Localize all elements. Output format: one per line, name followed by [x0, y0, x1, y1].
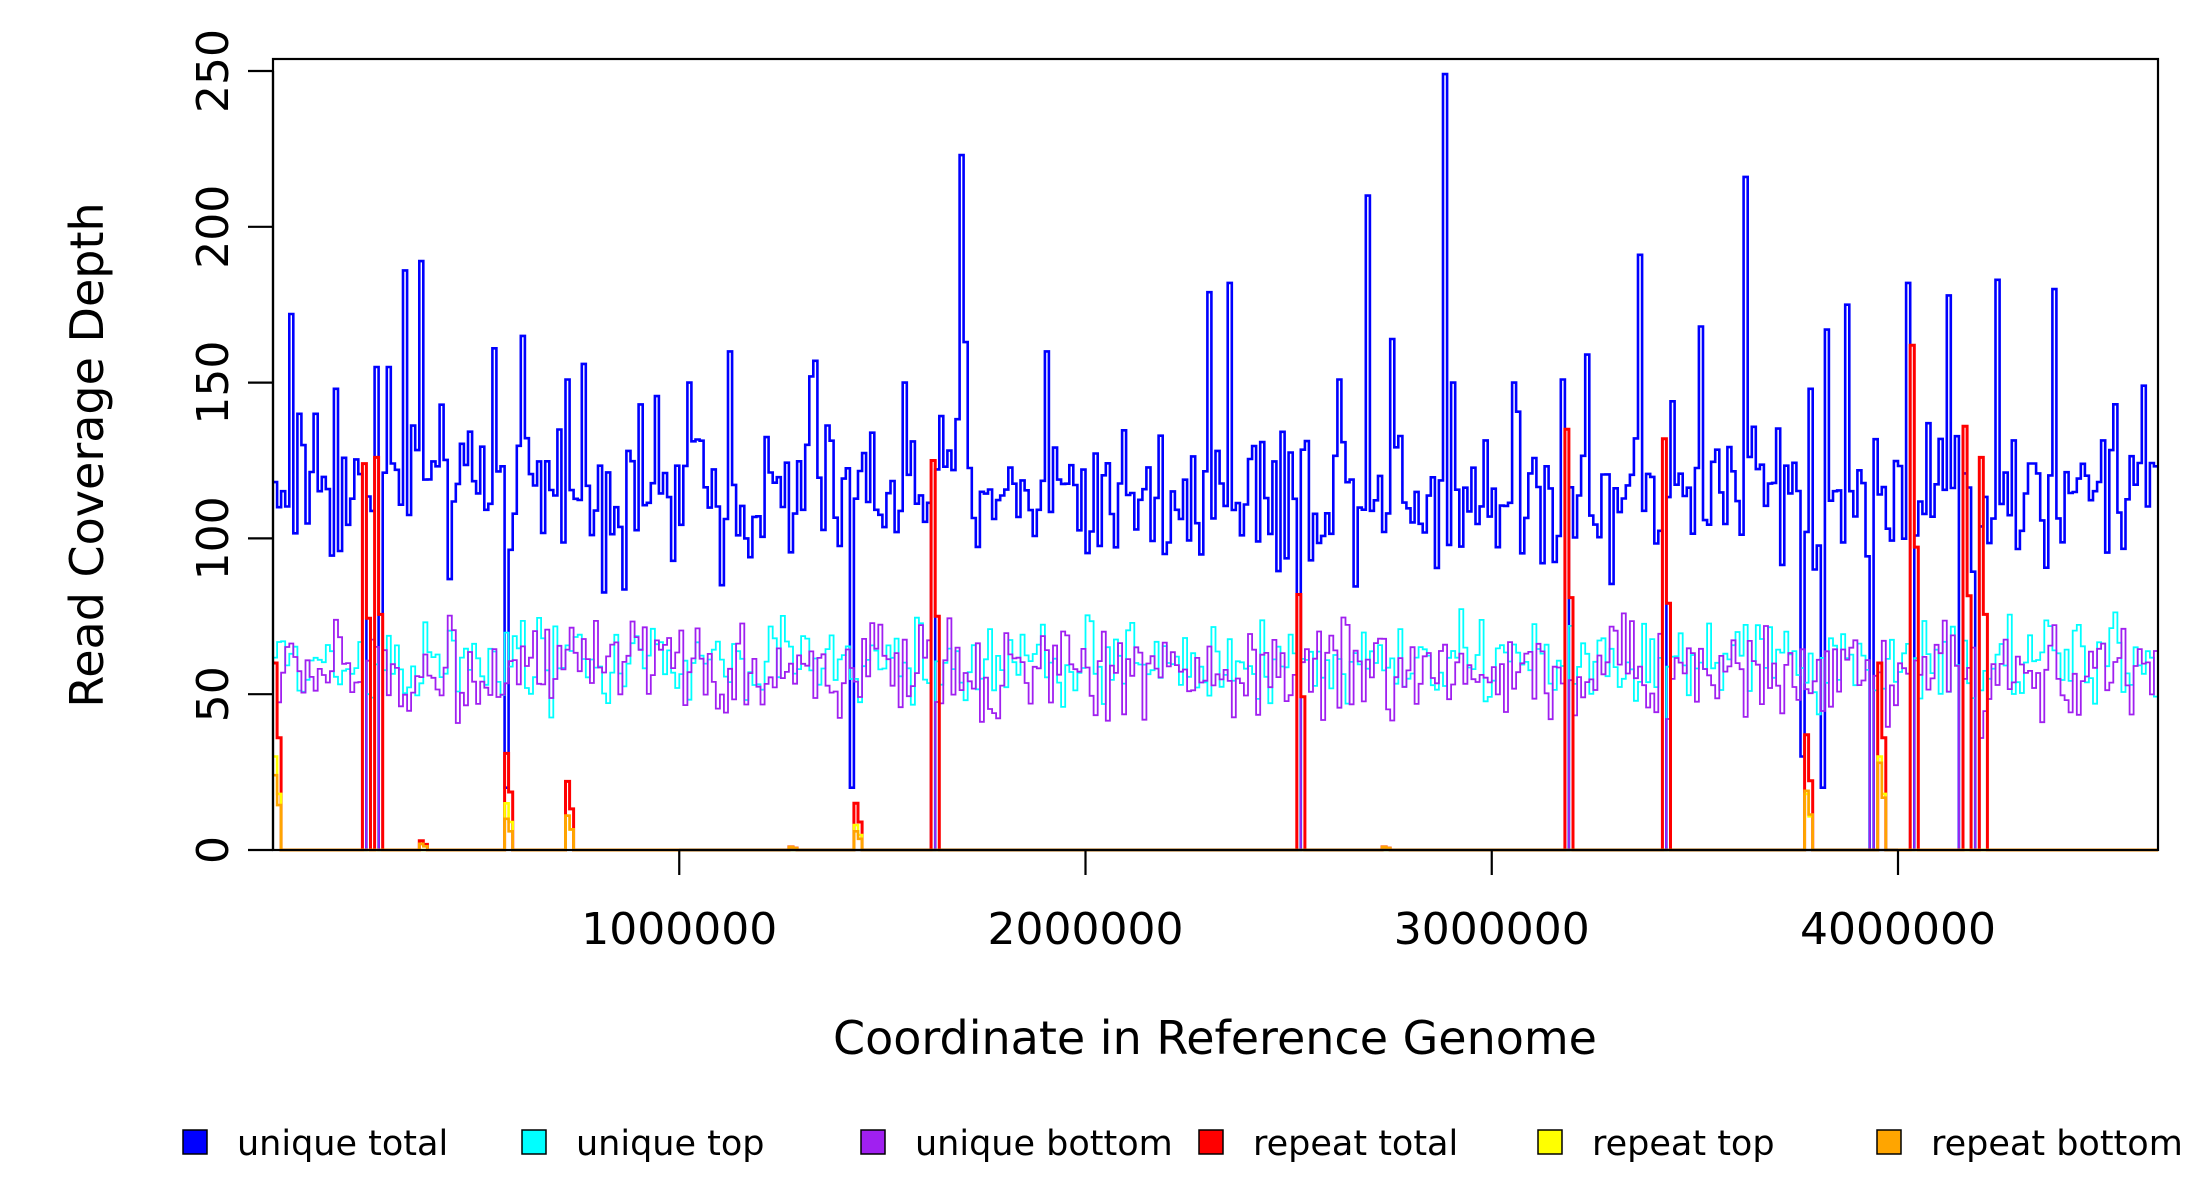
- series-line-unique-total: [273, 72, 2158, 852]
- legend-label: unique bottom: [915, 1124, 1173, 1164]
- series-layer: [273, 72, 2158, 852]
- series-line-unique-top: [273, 608, 2158, 851]
- y-axis-title: Read Coverage Depth: [60, 202, 114, 707]
- y-tick-label: 100: [188, 496, 239, 580]
- legend-swatch: [1876, 1129, 1902, 1155]
- legend-swatch: [182, 1129, 208, 1155]
- legend-swatch: [521, 1129, 547, 1155]
- series-line-repeat-top: [273, 755, 2158, 852]
- x-axis-title: Coordinate in Reference Genome: [833, 1011, 1597, 1065]
- series-line-repeat-total: [273, 343, 2158, 852]
- y-tick-label: 50: [188, 666, 239, 722]
- legend-swatch: [1198, 1129, 1224, 1155]
- y-tick-label: 200: [188, 185, 239, 269]
- axis-layer: 0 50 100 150 200 250 1000000 2000000 3000000 4000…: [188, 29, 1996, 955]
- x-tick-label: 2000000: [988, 904, 1184, 955]
- legend-label: repeat bottom: [1931, 1124, 2183, 1164]
- x-tick-label: 4000000: [1800, 904, 1996, 955]
- legend-swatch: [1537, 1129, 1563, 1155]
- legend-swatch: [860, 1129, 886, 1155]
- y-tick-label: 150: [188, 341, 239, 425]
- series-line-repeat-bottom: [273, 761, 2158, 852]
- legend-label: repeat top: [1592, 1124, 1775, 1164]
- series-line-unique-bottom: [273, 612, 2158, 851]
- legend: unique total unique top unique bottom repea…: [182, 1124, 2183, 1164]
- y-tick-label: 250: [188, 29, 239, 113]
- legend-label: unique top: [576, 1124, 765, 1164]
- y-tick-label: 0: [188, 836, 239, 864]
- legend-label: repeat total: [1253, 1124, 1458, 1164]
- x-tick-label: 3000000: [1394, 904, 1590, 955]
- legend-label: unique total: [237, 1124, 448, 1164]
- x-tick-label: 1000000: [581, 904, 777, 955]
